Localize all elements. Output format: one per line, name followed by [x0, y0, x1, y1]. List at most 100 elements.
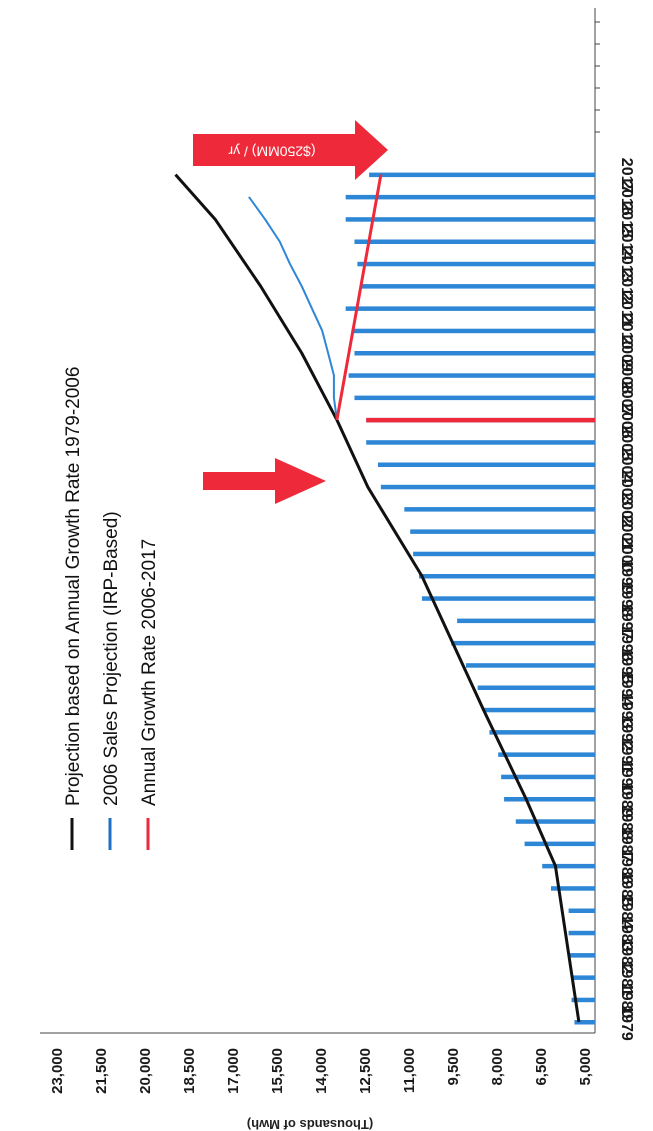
category-tick-label: 2010	[618, 314, 635, 350]
bar	[413, 551, 595, 557]
bar-highlight-2006	[366, 417, 595, 423]
bar	[410, 529, 595, 534]
category-tick-label: 2015	[618, 202, 635, 238]
bar	[465, 663, 595, 668]
chart-axes	[40, 8, 600, 1034]
bar	[504, 797, 595, 802]
category-tick-label: 1996	[618, 626, 635, 662]
category-tick-label: 2003	[618, 470, 635, 506]
bar	[498, 752, 595, 757]
category-tick-label: 2006	[618, 403, 635, 439]
bar	[451, 640, 595, 646]
category-tick-label: 1985	[618, 871, 635, 907]
category-tick-label: 1999	[618, 559, 635, 595]
series-line-1	[174, 173, 581, 1023]
category-tick-label: 2011	[618, 292, 635, 327]
category-tick-label: 1990	[618, 760, 635, 796]
category-tick-label: 2005	[618, 425, 635, 461]
bar	[354, 395, 595, 401]
bar	[568, 908, 595, 913]
bar	[515, 819, 595, 824]
category-tick-label: 2014	[618, 225, 635, 261]
value-tick-label: 12,500	[357, 1048, 374, 1094]
bar	[571, 975, 595, 980]
category-tick-label: 1992	[618, 715, 635, 751]
value-tick-label: 11,000	[401, 1048, 418, 1093]
bar	[380, 484, 595, 490]
bar	[551, 886, 595, 891]
category-tick-label: 2017	[618, 158, 635, 194]
category-tick-label: 2007	[618, 381, 635, 417]
bar	[377, 462, 595, 467]
bar-series	[345, 172, 595, 1025]
value-tick-label: 15,500	[269, 1048, 286, 1094]
category-tick-label: 1987	[618, 827, 635, 863]
annotations: ($250MM) / yr	[193, 120, 388, 504]
value-tick-label: 9,500	[445, 1048, 462, 1086]
bar	[345, 194, 595, 200]
category-tick-label: 1986	[618, 849, 635, 885]
series-line-3	[335, 174, 383, 421]
legend-label: Annual Growth Rate 2006-2017	[139, 539, 160, 806]
value-tick-label: 23,000	[49, 1048, 66, 1094]
callout-box-arrow	[193, 120, 388, 180]
bar	[404, 507, 595, 512]
category-tick-label: 1982	[618, 938, 635, 974]
bar	[351, 328, 595, 334]
bar	[366, 440, 595, 445]
bar	[360, 284, 595, 289]
bar	[568, 930, 595, 936]
value-tick-label: 5,000	[577, 1048, 594, 1086]
bar	[542, 863, 595, 869]
category-tick-label: 2016	[618, 180, 635, 216]
bar	[354, 351, 595, 356]
category-tick-label: 2013	[618, 247, 635, 283]
bar	[574, 1020, 595, 1025]
value-axis-title: (Thousands of Mwh)	[247, 1117, 373, 1131]
bar	[354, 239, 595, 244]
category-tick-label: 2008	[618, 359, 635, 395]
bar	[357, 261, 595, 267]
bar	[501, 774, 595, 780]
bar	[457, 618, 595, 624]
callout-arrow	[203, 458, 326, 504]
legend: Projection based on Annual Growth Rate 1…	[63, 367, 160, 850]
tick-labels: 1979198019811982198319841985198619871988…	[49, 158, 635, 1131]
category-tick-label: 1997	[618, 604, 635, 640]
bar	[524, 841, 595, 847]
category-tick-label: 1994	[618, 671, 635, 707]
value-tick-label: 6,500	[533, 1048, 550, 1086]
category-tick-label: 2012	[618, 269, 635, 305]
category-tick-label: 1989	[618, 782, 635, 818]
category-tick-label: 2001	[618, 515, 635, 551]
bar	[369, 172, 595, 178]
category-tick-label: 2000	[618, 537, 635, 573]
bar	[348, 373, 595, 378]
category-tick-label: 2002	[618, 492, 635, 528]
line-series	[174, 173, 581, 1023]
bar	[477, 685, 595, 690]
category-tick-label: 1991	[618, 738, 635, 774]
legend-label: 2006 Sales Projection (IRP-Based)	[101, 511, 122, 806]
bar	[483, 707, 595, 713]
category-tick-label: 1980	[618, 983, 635, 1019]
bar	[421, 596, 595, 601]
bar	[568, 953, 595, 958]
bar	[489, 730, 595, 735]
bar	[345, 306, 595, 311]
category-tick-label: 1988	[618, 805, 635, 841]
category-tick-label: 1979	[618, 1005, 635, 1041]
value-tick-label: 21,500	[93, 1048, 110, 1094]
bar	[419, 574, 595, 579]
bar	[571, 997, 595, 1003]
series-line-2	[248, 196, 338, 421]
category-tick-label: 1983	[618, 916, 635, 952]
value-tick-label: 20,000	[137, 1048, 154, 1094]
value-tick-label: 18,500	[181, 1048, 198, 1094]
category-tick-label: 1995	[618, 648, 635, 684]
category-tick-label: 1998	[618, 582, 635, 618]
category-tick-label: 1984	[618, 894, 635, 930]
category-tick-label: 1981	[618, 961, 635, 997]
category-tick-label: 2009	[618, 336, 635, 372]
